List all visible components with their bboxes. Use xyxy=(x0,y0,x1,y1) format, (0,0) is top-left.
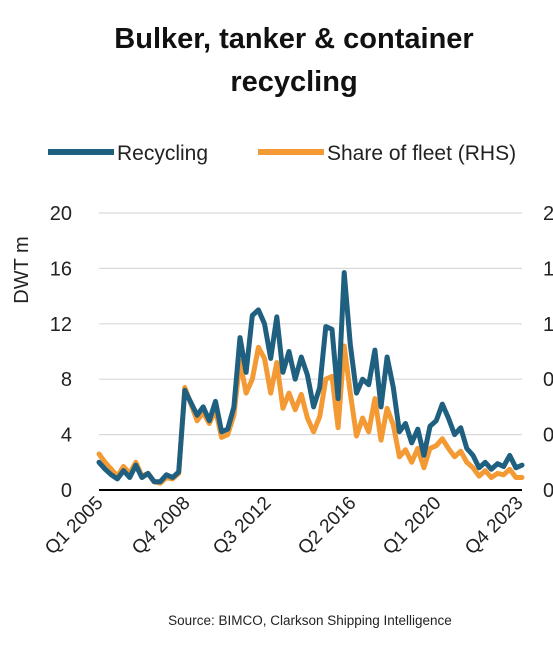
y-tick-label: 4 xyxy=(61,425,72,447)
plot-area xyxy=(96,270,525,491)
y2-tick-label: 0 xyxy=(543,480,553,502)
y-tick-label: 16 xyxy=(50,258,72,280)
y2-tick-labels: 0 0 0 1 1 2 xyxy=(543,203,553,502)
gridlines xyxy=(99,212,522,436)
x-tick-label: Q4 2023 xyxy=(461,493,527,559)
y-tick-labels: 0 4 8 12 16 20 xyxy=(50,203,72,502)
y-tick-label: 8 xyxy=(61,369,72,391)
legend-label-share-of-fleet: Share of fleet (RHS) xyxy=(327,142,516,165)
x-tick-label: Q3 2012 xyxy=(209,493,275,559)
y2-tick-label: 0 xyxy=(543,369,553,391)
source-note: Source: BIMCO, Clarkson Shipping Intelli… xyxy=(168,613,452,628)
x-tick-label: Q2 2016 xyxy=(294,493,360,559)
y2-tick-label: 1 xyxy=(543,258,553,280)
series-line-share-of-fleet xyxy=(96,343,525,486)
y-tick-label: 12 xyxy=(50,314,72,336)
legend: Recycling Share of fleet (RHS) xyxy=(48,142,516,165)
x-tick-labels: Q1 2005 Q4 2008 Q3 2012 Q2 2016 Q1 2020 Q4 20… xyxy=(41,493,527,559)
y-tick-label: 20 xyxy=(50,203,72,225)
x-tick-label: Q4 2008 xyxy=(128,493,194,559)
y-tick-label: 0 xyxy=(61,480,72,502)
y2-tick-label: 0 xyxy=(543,425,553,447)
y2-tick-label: 1 xyxy=(543,314,553,336)
legend-label-recycling: Recycling xyxy=(117,142,208,165)
y-axis-label: DWT m xyxy=(11,236,33,303)
chart-title-line-1: Bulker, tanker & container xyxy=(114,23,473,55)
series-line-recycling xyxy=(96,270,525,485)
x-tick-label: Q1 2005 xyxy=(41,493,107,559)
x-tick-label: Q1 2020 xyxy=(379,493,445,559)
y2-tick-label: 2 xyxy=(543,203,553,225)
chart-title-line-2: recycling xyxy=(230,66,357,98)
